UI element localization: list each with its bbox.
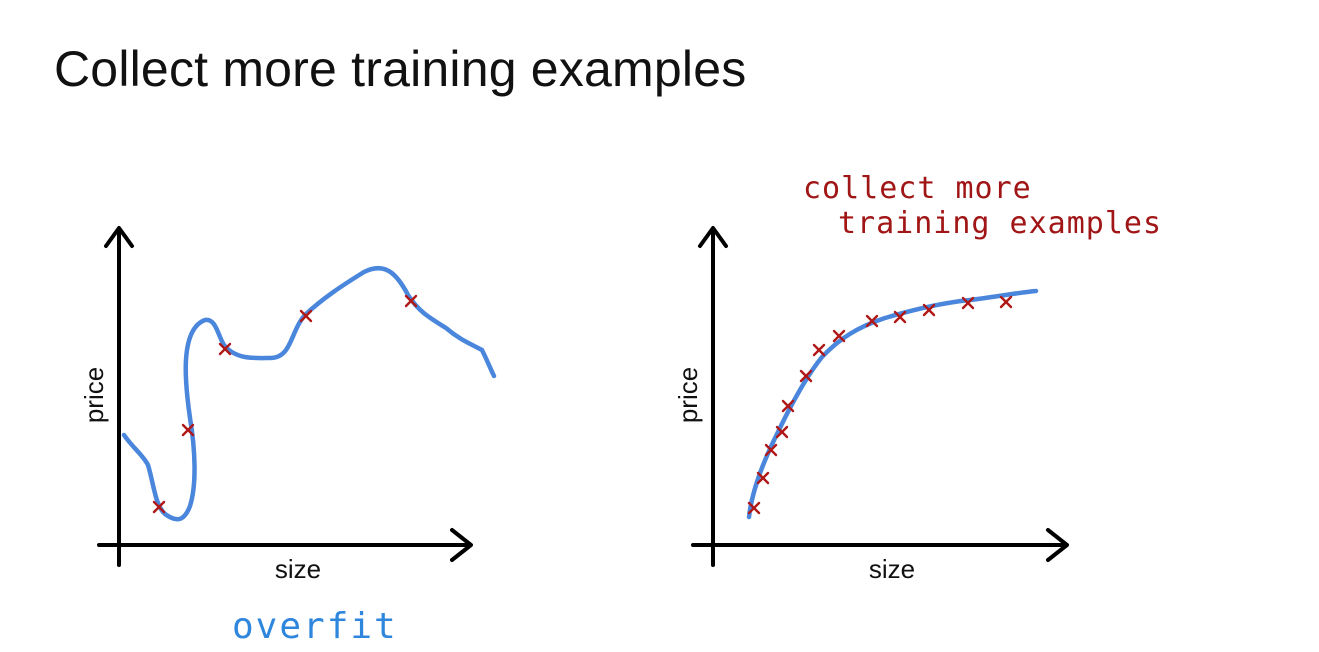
left-y-arrowhead [104,226,134,248]
data-point [799,369,813,383]
data-point [756,471,770,485]
slide-title: Collect more training examples [54,41,747,97]
data-point [961,296,975,310]
fit-curve [746,288,1039,520]
data-point [999,295,1013,309]
data-point [181,423,195,437]
overfit-curve [121,265,497,522]
overfit-note: overfit [232,606,398,647]
left-y-axis-label: price [79,367,109,423]
data-point [747,501,761,515]
data-point [893,310,907,324]
left-x-arrowhead [450,528,473,562]
right-y-axis-label: price [673,367,703,423]
data-point [865,314,879,328]
data-point [775,425,789,439]
right-data-points [747,295,1013,515]
data-point [218,342,232,356]
right-x-arrowhead [1046,528,1069,562]
data-point [832,329,846,343]
collect-more-note-line1: collect more [803,171,1032,206]
collect-more-note-line2: training examples [838,206,1162,241]
data-point [922,303,936,317]
right-y-arrowhead [698,226,728,248]
left-panel: size price overfit [79,226,497,647]
left-x-axis-label: size [275,554,321,584]
right-x-axis-label: size [869,554,915,584]
data-point [152,500,166,514]
data-point [299,309,313,323]
data-point [764,443,778,457]
data-point [404,294,418,308]
left-data-points [152,294,418,514]
data-point [781,399,795,413]
right-panel: size price collect more training example… [673,171,1162,584]
data-point [812,343,826,357]
